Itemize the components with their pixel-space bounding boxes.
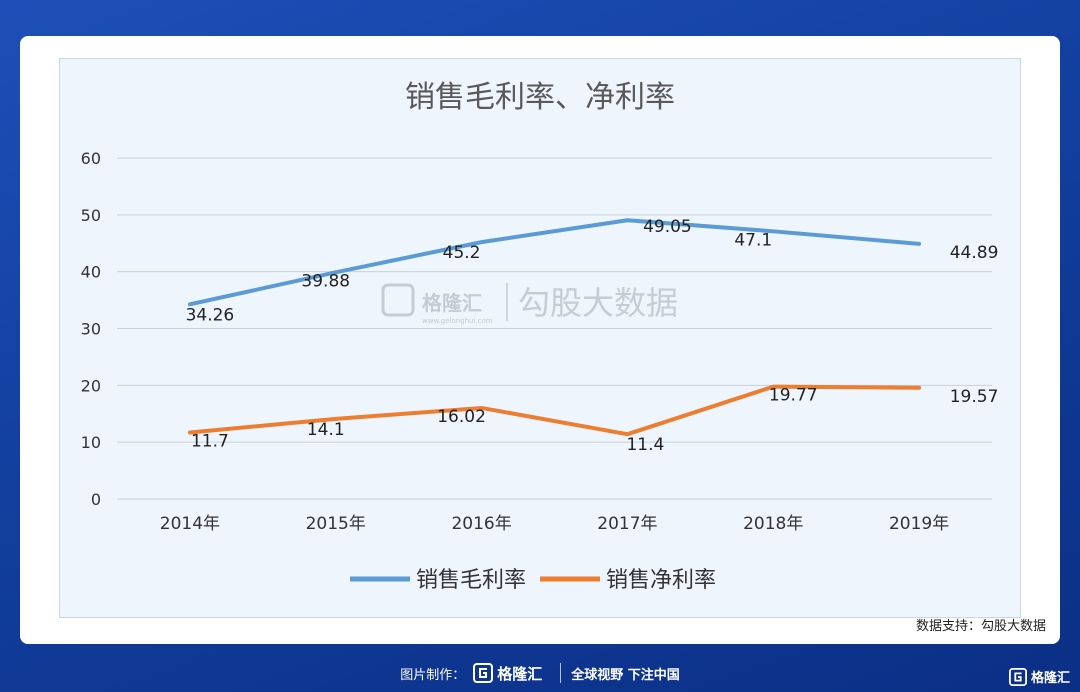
footer-brand-name: 格隆汇 <box>497 664 543 683</box>
footer-prefix: 图片制作： <box>400 667 466 683</box>
data-label: 45.2 <box>443 243 481 263</box>
x-tick-label: 2015年 <box>306 514 366 534</box>
x-tick-label: 2014年 <box>160 514 220 534</box>
watermark-text: 勾股大数据 <box>518 284 678 322</box>
content-card: 销售毛利率、净利率 0 10 20 30 40 50 60 2014年 2015年 2016年 201… <box>20 36 1060 644</box>
y-tick-label: 10 <box>81 433 101 452</box>
chart-container: 销售毛利率、净利率 0 10 20 30 40 50 60 2014年 2015年 2016年 201… <box>59 58 1021 618</box>
data-label: 11.4 <box>626 435 664 455</box>
watermark-site: www.gelonghui.com <box>422 317 493 325</box>
y-tick-label: 0 <box>91 490 101 509</box>
watermark-logo-icon <box>381 283 415 317</box>
data-label: 11.7 <box>191 432 229 452</box>
legend-label: 销售毛利率 <box>416 568 526 593</box>
data-label: 34.26 <box>186 305 235 325</box>
series-line-1 <box>187 218 922 307</box>
chart-title: 销售毛利率、净利率 <box>405 80 675 115</box>
gelonghui-logo-icon <box>1008 667 1027 686</box>
y-tick-label: 60 <box>81 149 101 168</box>
x-tick-label: 2017年 <box>597 514 657 534</box>
y-tick-label: 30 <box>81 320 101 339</box>
source-note: 数据支持：勾股大数据 <box>915 619 1046 634</box>
footer-divider <box>560 663 562 683</box>
legend-label: 销售净利率 <box>606 568 716 593</box>
data-label: 19.77 <box>769 386 818 406</box>
data-label: 49.05 <box>643 217 692 237</box>
y-tick-label: 40 <box>81 263 101 282</box>
gelonghui-logo-icon <box>473 663 494 683</box>
data-label: 44.89 <box>950 243 999 263</box>
y-tick-label: 50 <box>81 206 101 225</box>
x-tick-label: 2018年 <box>743 514 803 534</box>
footer-bar: 图片制作： 格隆汇 全球视野 下注中国 <box>0 654 1080 692</box>
footer-slogan: 全球视野 下注中国 <box>571 667 680 683</box>
x-tick-label: 2019年 <box>889 514 949 534</box>
y-tick-label: 20 <box>81 376 101 395</box>
watermark-brand: 格隆汇 <box>422 291 482 315</box>
data-label: 47.1 <box>734 230 772 250</box>
data-label: 39.88 <box>301 271 350 291</box>
x-tick-label: 2016年 <box>451 514 511 534</box>
series-line-2 <box>187 384 922 437</box>
corner-brand-name: 格隆汇 <box>1030 671 1070 686</box>
data-label: 16.02 <box>437 407 486 427</box>
data-label: 14.1 <box>307 420 345 440</box>
data-label: 19.57 <box>950 387 999 407</box>
line-chart: 销售毛利率、净利率 0 10 20 30 40 50 60 2014年 2015年 2016年 201… <box>81 80 999 593</box>
footer-brand: 格隆汇 <box>473 663 542 684</box>
corner-brand: 格隆汇 <box>1008 667 1070 686</box>
